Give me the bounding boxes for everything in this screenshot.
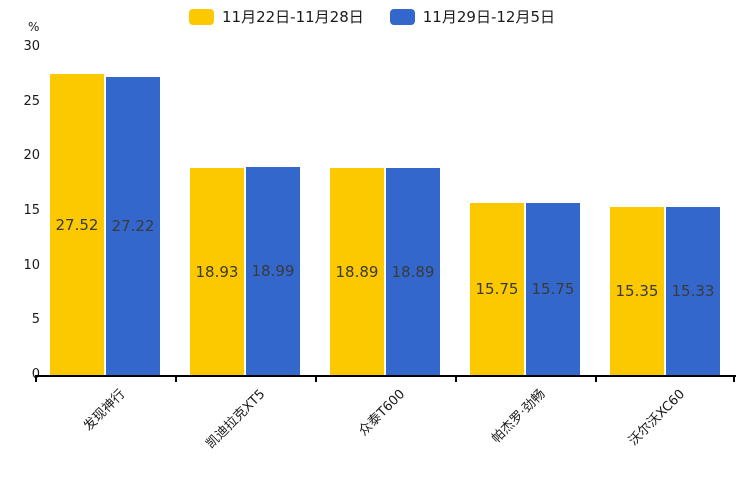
legend-label-week2: 11月29日-12月5日 <box>422 8 555 26</box>
bar-week2[interactable]: 27.22 <box>106 77 160 375</box>
bar-week2[interactable]: 15.75 <box>526 202 580 375</box>
bar-week1[interactable]: 15.35 <box>610 207 664 375</box>
legend-item-week2[interactable]: 11月29日-12月5日 <box>389 6 555 27</box>
x-axis-tick <box>35 375 37 382</box>
category-label: 沃尔沃XC60 <box>626 386 689 449</box>
legend-swatch-week1 <box>189 8 214 25</box>
category-label: 帕杰罗·劲畅 <box>488 386 549 447</box>
bar-value-label: 15.35 <box>615 282 659 301</box>
bar-value-label: 18.99 <box>251 262 295 281</box>
bar-value-label: 27.22 <box>111 217 155 236</box>
bar-value-label: 18.93 <box>195 262 239 281</box>
bar-week1[interactable]: 18.89 <box>330 168 384 375</box>
bar-value-label: 18.89 <box>391 262 435 281</box>
x-axis-tick <box>595 375 597 382</box>
category-label: 众泰T600 <box>356 386 409 439</box>
bar-value-label: 15.75 <box>475 279 519 298</box>
category-label: 凯迪拉克XT5 <box>203 386 269 452</box>
bar-value-label: 15.75 <box>531 279 575 298</box>
x-axis-tick <box>733 375 735 382</box>
category-label: 发现神行 <box>81 386 129 435</box>
x-axis-tick <box>315 375 317 382</box>
bar-week1[interactable]: 18.93 <box>190 168 244 375</box>
bar-week2[interactable]: 15.33 <box>666 207 720 375</box>
legend-label-week1: 11月22日-11月28日 <box>222 8 364 26</box>
bar-week1[interactable]: 27.52 <box>50 74 104 375</box>
bar-week2[interactable]: 18.99 <box>246 167 300 375</box>
y-axis-unit-label: % <box>28 20 40 34</box>
x-axis-line <box>35 375 736 377</box>
y-tick-label: 10 <box>23 257 40 273</box>
bar-value-label: 15.33 <box>671 282 715 301</box>
y-tick-label: 25 <box>23 93 40 109</box>
x-axis-tick <box>175 375 177 382</box>
bar-value-label: 18.89 <box>335 262 379 281</box>
bar-value-label: 27.52 <box>55 215 99 234</box>
legend: 11月22日-11月28日 11月29日-12月5日 <box>0 6 744 27</box>
y-tick-label: 5 <box>31 312 40 328</box>
legend-swatch-week2 <box>389 8 415 25</box>
y-tick-label: 15 <box>23 203 40 218</box>
y-tick-label: 20 <box>23 148 40 164</box>
x-axis-tick <box>455 375 457 382</box>
legend-item-week1[interactable]: 11月22日-11月28日 <box>189 6 364 27</box>
bar-week1[interactable]: 15.75 <box>470 202 524 375</box>
bar-week2[interactable]: 18.89 <box>386 168 440 375</box>
y-tick-label: 30 <box>23 39 40 54</box>
y-tick-label: 0 <box>0 367 40 383</box>
